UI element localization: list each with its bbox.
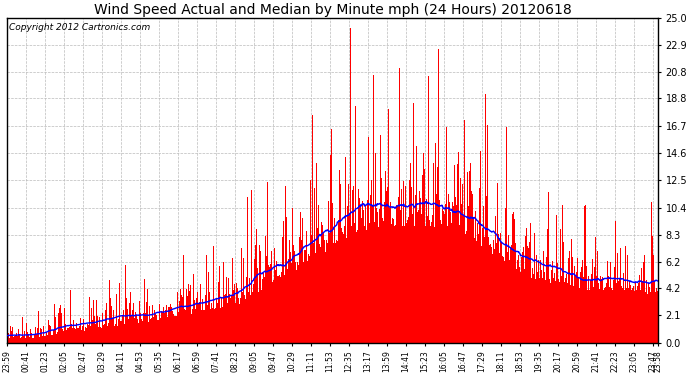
Text: Copyright 2012 Cartronics.com: Copyright 2012 Cartronics.com <box>8 23 150 32</box>
Title: Wind Speed Actual and Median by Minute mph (24 Hours) 20120618: Wind Speed Actual and Median by Minute m… <box>94 3 571 17</box>
